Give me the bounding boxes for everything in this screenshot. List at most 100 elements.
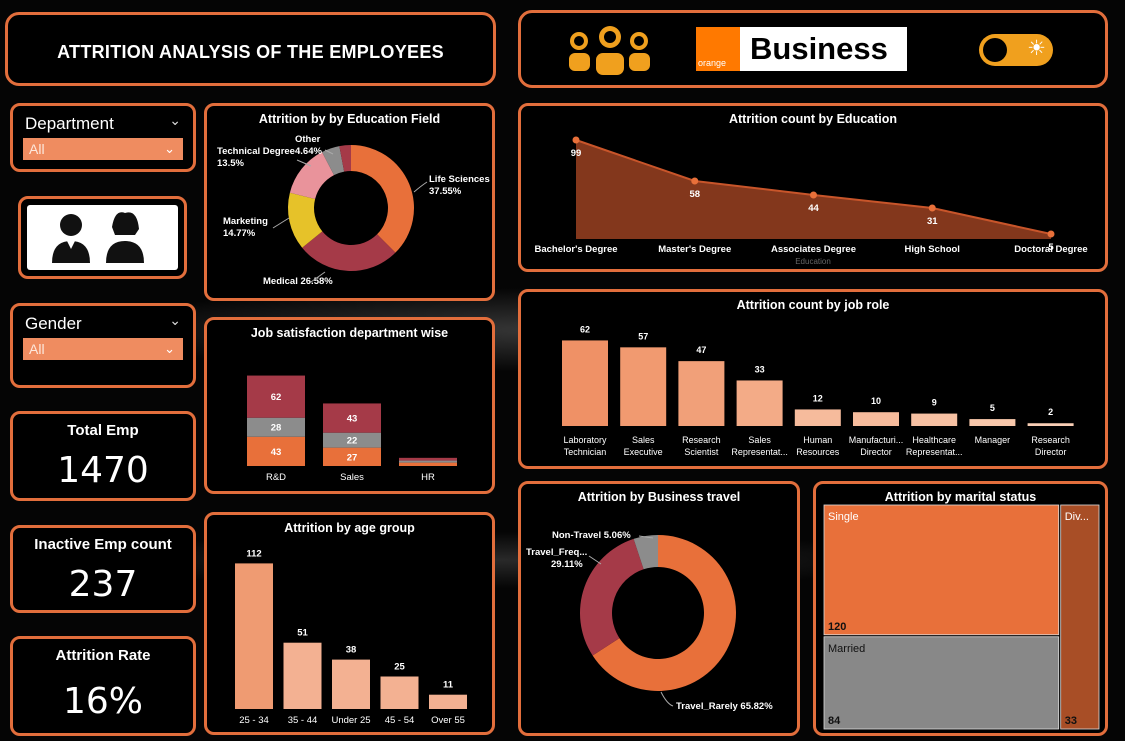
chart-title: Attrition by Business travel — [577, 490, 741, 504]
leader-line — [588, 555, 602, 565]
donut-slice — [580, 538, 644, 656]
department-dropdown[interactable]: All ⌄ — [23, 138, 183, 160]
data-label: 27 — [347, 452, 358, 463]
bar — [853, 412, 899, 426]
data-label: Life Sciences — [429, 174, 490, 185]
data-label: 29.11% — [551, 559, 583, 570]
kpi-inactive-emp: Inactive Emp count 237 — [10, 525, 196, 613]
data-label: 12 — [813, 393, 823, 403]
category-label: Representat... — [731, 447, 788, 457]
title-card: ATTRITION ANALYSIS OF THE EMPLOYEES — [5, 12, 496, 86]
stacked-bar-segment — [247, 436, 305, 466]
donut-slice — [289, 152, 334, 200]
category-label: 45 - 54 — [385, 715, 415, 726]
marital-status-chart: Attrition by marital status Single 120 Mar… — [813, 481, 1108, 736]
data-label: 47 — [696, 345, 706, 355]
category-label: Technician — [564, 447, 607, 457]
chart-title: Attrition by age group — [284, 521, 415, 535]
data-label: Bachelor's Degree — [534, 244, 617, 255]
bar — [429, 694, 467, 709]
donut-slice — [633, 535, 658, 570]
brand-logo: orange Business — [696, 27, 907, 71]
kpi-label: Total Emp — [67, 422, 139, 439]
leader-line — [638, 535, 654, 539]
data-label: 58 — [689, 189, 700, 200]
business-travel-chart: Attrition by Business travel Travel_Rare… — [518, 481, 800, 736]
bar — [562, 340, 608, 426]
job-satisfaction-chart: Job satisfaction department wise 43 28 62 R… — [204, 317, 495, 494]
category-label: Sales — [340, 472, 364, 483]
tile-label: Single — [828, 511, 859, 523]
category-label: 25 - 34 — [239, 715, 269, 726]
tile-value: 120 — [828, 621, 846, 633]
x-axis-label: Education — [795, 257, 831, 266]
job-satisfaction-bars: 43 28 62 R&D 27 22 43 Sales HR — [247, 375, 457, 483]
gender-slicer[interactable]: Gender ⌄ All ⌄ — [10, 303, 196, 388]
kpi-value: 237 — [68, 564, 138, 605]
theme-toggle-icon[interactable]: ☀ — [979, 34, 1053, 66]
category-label: Manufacturi... — [849, 435, 904, 445]
category-label: Laboratory — [563, 435, 607, 445]
data-label: 51 — [297, 628, 308, 639]
category-label: HR — [421, 472, 435, 483]
treemap-tile — [823, 504, 1060, 636]
data-point — [572, 136, 580, 144]
tile-value: 33 — [1065, 715, 1077, 727]
data-label: 22 — [347, 436, 358, 447]
data-label: 5 — [990, 403, 995, 413]
chevron-down-icon[interactable]: ⌄ — [169, 112, 181, 128]
donut-slice — [339, 145, 351, 172]
stacked-bar-segment — [399, 460, 457, 463]
data-label: 31 — [927, 216, 938, 227]
tile-label: Div... — [1065, 511, 1089, 523]
bar — [620, 347, 667, 426]
category-label: Under 25 — [331, 715, 370, 726]
data-label: Medical 26.58% — [263, 276, 333, 287]
data-label: Associates Degree — [771, 244, 856, 255]
data-label: 25 — [394, 662, 405, 673]
gender-dropdown-value: All — [29, 341, 45, 357]
tile-value: 84 — [828, 715, 841, 727]
gender-dropdown[interactable]: All ⌄ — [23, 338, 183, 360]
data-label: 62 — [580, 324, 590, 334]
data-label: 43 — [347, 414, 358, 425]
data-label: 33 — [755, 364, 765, 374]
category-label: Manager — [975, 435, 1011, 445]
age-group-bars: 112 25 - 34 51 35 - 44 38 Under 25 25 45 - 54 11… — [235, 548, 467, 726]
bar — [794, 409, 841, 426]
brand-big: Business — [750, 31, 888, 66]
department-slicer[interactable]: Department ⌄ All ⌄ — [10, 103, 196, 172]
gender-slicer-label: Gender — [25, 314, 82, 333]
business-travel-donut: Travel_Rarely 65.82% Travel_Freq...29.11%… — [526, 530, 773, 712]
data-label: Technical Degree — [217, 146, 295, 157]
stacked-bar-segment — [323, 447, 381, 466]
category-label: Director — [1035, 447, 1067, 457]
stacked-bar-segment — [323, 403, 381, 433]
stacked-bar-segment — [399, 457, 457, 461]
data-label: Doctoral Degree — [1014, 244, 1087, 255]
data-label: 43 — [271, 447, 282, 458]
category-label: Resources — [796, 447, 840, 457]
kpi-value: 1470 — [57, 450, 149, 491]
data-label: 28 — [271, 423, 282, 434]
data-label: Other — [295, 134, 321, 145]
chevron-down-icon[interactable]: ⌄ — [169, 312, 181, 328]
data-label: 9 — [932, 398, 937, 408]
male-female-icon — [52, 212, 144, 263]
data-label: 38 — [346, 645, 357, 656]
area-fill — [576, 140, 1051, 239]
donut-slice — [302, 231, 396, 271]
data-label: 112 — [246, 548, 261, 559]
data-label: 44 — [808, 203, 819, 214]
stacked-bar-segment — [323, 432, 381, 448]
data-label: 62 — [271, 392, 282, 403]
bar — [283, 642, 322, 709]
kpi-label: Inactive Emp count — [34, 536, 172, 553]
leader-line — [324, 149, 334, 155]
bar — [380, 676, 419, 709]
stacked-bar-segment — [247, 417, 305, 437]
bar — [736, 380, 783, 426]
category-label: Representat... — [906, 447, 963, 457]
category-label: Director — [860, 447, 892, 457]
